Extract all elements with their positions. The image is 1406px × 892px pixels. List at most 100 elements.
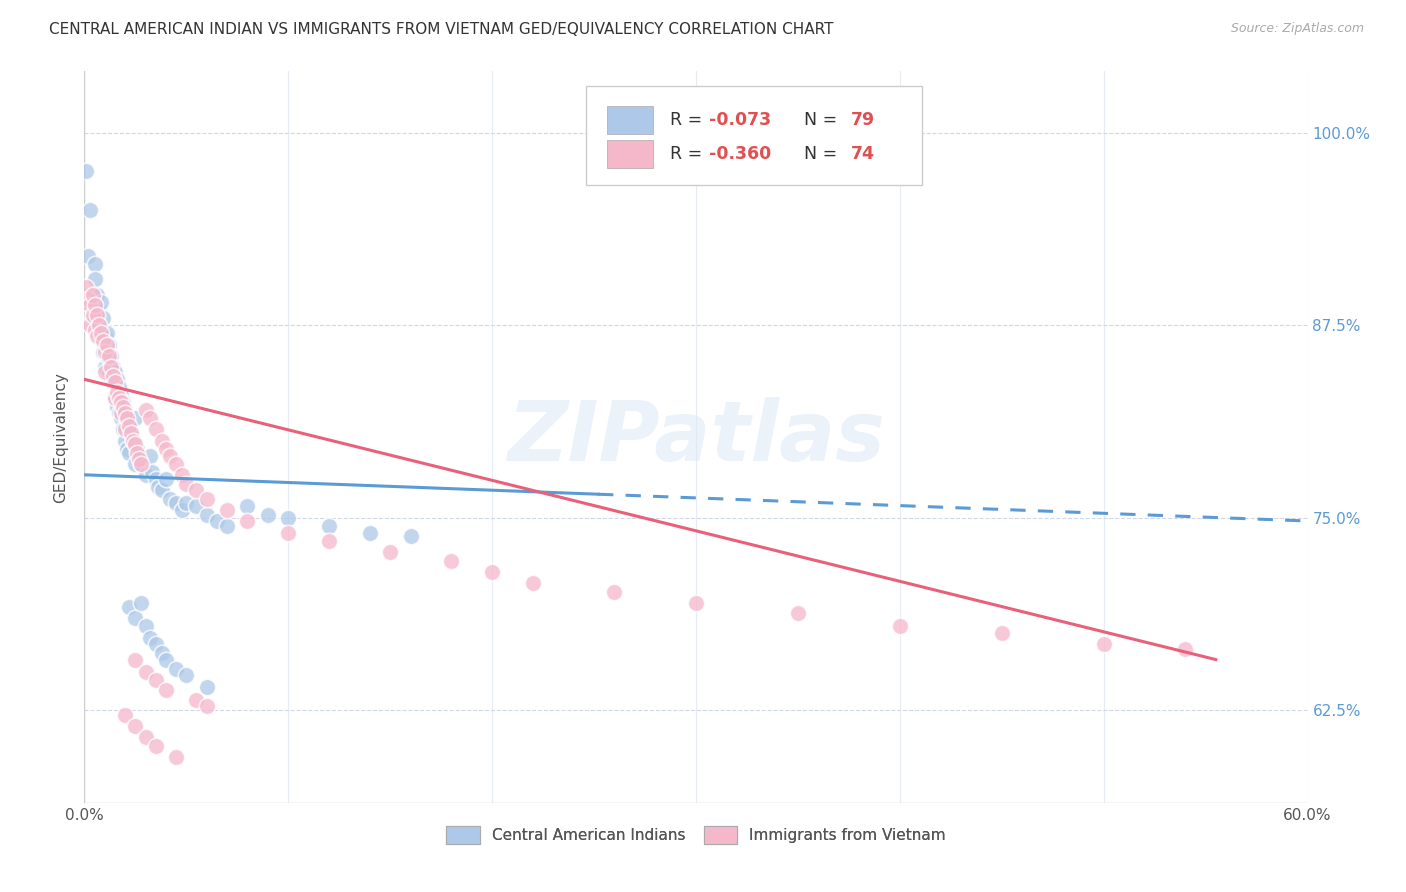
Point (82, 308, 104, 322)
Point (165, 662, 187, 676)
Text: N =: N = (793, 145, 842, 163)
Point (90, 326, 112, 340)
Point (86, 287, 108, 301)
Y-axis label: GED/Equivalency: GED/Equivalency (53, 372, 69, 502)
Point (128, 450, 150, 464)
Text: 79: 79 (851, 112, 876, 129)
Point (110, 410, 132, 425)
Point (83, 257, 105, 271)
Point (991, 626, 1014, 640)
Point (217, 518, 239, 533)
Point (100, 359, 122, 374)
Point (127, 446, 149, 460)
Point (399, 529, 422, 543)
Point (87, 326, 110, 340)
Point (110, 406, 132, 420)
Point (97, 338, 120, 352)
Point (118, 446, 141, 460)
Point (91, 310, 114, 325)
Point (165, 749, 187, 764)
Point (236, 499, 259, 513)
Point (186, 499, 208, 513)
Point (82, 287, 104, 301)
Point (603, 584, 626, 599)
Text: 74: 74 (851, 145, 876, 163)
Point (82, 310, 104, 325)
Point (118, 418, 141, 433)
Point (155, 472, 177, 486)
Text: -0.360: -0.360 (710, 145, 772, 163)
Point (118, 418, 141, 433)
Point (101, 376, 124, 390)
Point (236, 514, 259, 528)
Point (79, 298, 101, 312)
Point (114, 434, 136, 448)
Point (124, 719, 146, 733)
Point (1092, 637, 1115, 651)
Point (174, 477, 197, 491)
Point (138, 450, 160, 464)
Point (131, 457, 153, 471)
Point (93, 344, 115, 359)
Point (110, 395, 132, 409)
Point (159, 492, 181, 507)
Point (174, 495, 197, 509)
Point (165, 495, 187, 509)
Point (91, 334, 114, 348)
Point (93, 365, 115, 379)
Point (93, 329, 115, 343)
Point (174, 668, 197, 682)
Point (124, 410, 146, 425)
Point (114, 406, 136, 420)
Point (114, 422, 136, 436)
Point (79, 318, 101, 333)
Point (105, 400, 128, 414)
Point (277, 511, 299, 525)
Point (108, 391, 131, 405)
Point (195, 681, 218, 695)
Point (195, 508, 218, 522)
Text: ZIPatlas: ZIPatlas (508, 397, 884, 477)
Legend: Central American Indians, Immigrants from Vietnam: Central American Indians, Immigrants fro… (440, 820, 952, 850)
Point (79, 202, 101, 217)
Point (96, 349, 118, 363)
Point (105, 384, 128, 399)
Point (150, 483, 173, 498)
Point (122, 434, 145, 448)
Point (124, 652, 146, 666)
Text: N =: N = (793, 112, 842, 129)
Point (277, 526, 299, 541)
Point (481, 565, 503, 579)
Point (165, 457, 187, 471)
Point (135, 665, 157, 679)
Point (93, 359, 115, 374)
Point (104, 391, 127, 405)
Point (104, 391, 127, 405)
Point (127, 442, 149, 456)
Point (145, 673, 167, 687)
Point (131, 457, 153, 471)
Point (75, 280, 97, 294)
Point (128, 452, 150, 467)
Point (186, 483, 208, 498)
Point (115, 410, 138, 425)
Point (77, 249, 100, 263)
FancyBboxPatch shape (586, 86, 922, 185)
Bar (606, 106, 654, 135)
Point (124, 457, 146, 471)
Point (115, 442, 138, 456)
Point (120, 426, 142, 441)
Point (135, 403, 157, 417)
Point (685, 596, 707, 610)
Point (108, 380, 131, 394)
Point (124, 437, 146, 451)
Point (155, 683, 177, 698)
Point (97, 365, 120, 379)
Text: R =: R = (671, 112, 709, 129)
Point (141, 465, 163, 479)
Point (101, 359, 124, 374)
Point (86, 308, 108, 322)
Point (115, 410, 138, 425)
Point (145, 637, 167, 651)
Point (118, 600, 141, 615)
